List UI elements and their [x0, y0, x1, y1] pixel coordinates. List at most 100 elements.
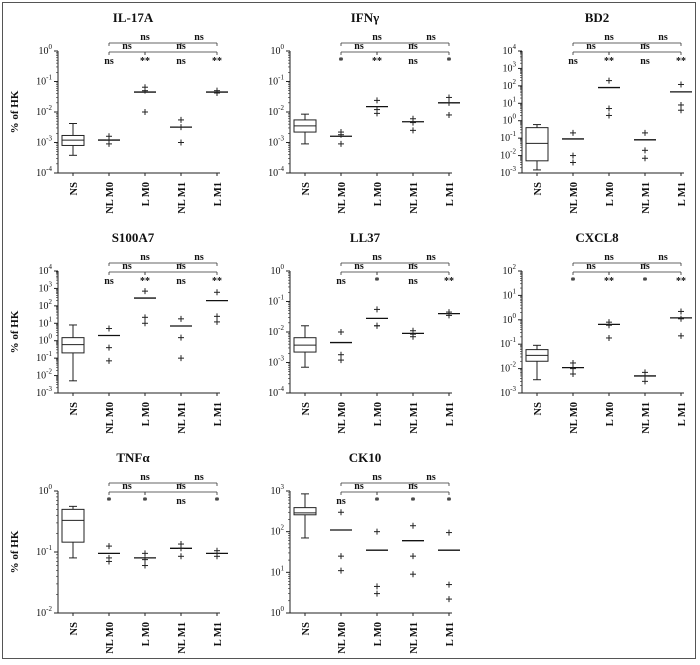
- data-point: [214, 553, 220, 560]
- data-point: [606, 322, 612, 329]
- data-point: [446, 99, 452, 106]
- y-tick-label: 100: [503, 312, 517, 326]
- sig-label-vs-ns: **: [372, 56, 382, 67]
- sig-label-vs-ns: ns: [176, 276, 186, 287]
- x-tick-label: NL M1: [409, 182, 420, 214]
- chart-bd2: BD2 10-3 10-2 10-1 100 101 102 103 104 NS NL M0 L M…: [464, 0, 696, 225]
- x-tick-label: L M0: [373, 182, 384, 206]
- y-tick-label: 102: [503, 78, 517, 92]
- data-point: [338, 357, 344, 364]
- x-tick-label: NS: [533, 402, 544, 416]
- sig-label-mid: ns: [408, 41, 418, 52]
- y-tick-label: 102: [503, 263, 517, 277]
- data-point: [142, 562, 148, 569]
- sig-label-vs-ns: ns: [336, 496, 346, 507]
- data-point: [642, 129, 648, 136]
- data-point: [678, 101, 684, 108]
- chart-title: CXCL8: [575, 230, 619, 245]
- y-tick-label: 10-2: [268, 324, 284, 338]
- chart-svg: CXCL8 10-3 10-2 10-1 100 101 102 NS NL M0 L M0 NL …: [500, 230, 692, 434]
- sig-label-vs-ns: *: [411, 496, 416, 507]
- sig-label-mid: ns: [122, 481, 132, 492]
- y-tick-label: 101: [503, 287, 517, 301]
- sig-label-vs-ns: *: [447, 496, 452, 507]
- data-point: [570, 159, 576, 166]
- sig-label-mid: ns: [122, 261, 132, 272]
- chart-ifng: IFNγ 10-4 10-3 10-2 10-1 100 NS NL M0 L M0 NL M1 L…: [232, 0, 464, 225]
- sig-label-vs-ns: ns: [176, 56, 186, 67]
- y-tick-label: 103: [39, 280, 53, 294]
- y-tick-label: 10-4: [268, 385, 284, 399]
- box-iqr: [61, 337, 85, 354]
- x-tick-label: NL M0: [569, 182, 580, 214]
- data-point: [338, 351, 344, 358]
- x-tick-label: L M0: [605, 402, 616, 426]
- sig-label-mid: ns: [176, 41, 186, 52]
- x-tick-label: NL M0: [569, 402, 580, 434]
- data-point: [178, 545, 184, 552]
- x-tick-label: L M0: [141, 402, 152, 426]
- y-axis-label: % of HK: [9, 90, 21, 133]
- sig-label-vs-ns: ns: [104, 56, 114, 67]
- data-point: [106, 344, 112, 351]
- y-tick-label: 10-2: [36, 104, 52, 118]
- sig-label-top: ns: [426, 472, 436, 483]
- y-axis-label: % of HK: [9, 530, 21, 573]
- chart-title: LL37: [350, 230, 381, 245]
- data-point: [178, 124, 184, 131]
- y-tick-label: 10-3: [500, 165, 516, 179]
- y-tick-label: 101: [271, 564, 285, 578]
- y-tick-label: 100: [271, 605, 285, 619]
- y-tick-label: 10-2: [36, 368, 52, 382]
- x-tick-label: NL M1: [641, 402, 652, 434]
- data-point: [214, 89, 220, 96]
- data-point: [606, 77, 612, 84]
- chart-cxcl8: CXCL8 10-3 10-2 10-1 100 101 102 NS NL M0 L M0 NL …: [464, 220, 696, 445]
- x-tick-label: NS: [69, 402, 80, 416]
- box-iqr: [525, 127, 549, 162]
- x-tick-label: NL M0: [337, 182, 348, 214]
- sig-label-top: ns: [658, 252, 668, 263]
- data-point: [570, 365, 576, 372]
- chart-title: S100A7: [112, 230, 155, 245]
- data-point: [606, 112, 612, 119]
- y-tick-label: 10-1: [36, 74, 52, 88]
- box-iqr: [61, 508, 85, 543]
- data-point: [142, 87, 148, 94]
- x-tick-label: L M1: [445, 182, 456, 206]
- x-tick-label: L M1: [677, 182, 688, 206]
- x-tick-label: NL M1: [641, 182, 652, 214]
- y-tick-label: 10-4: [36, 165, 52, 179]
- data-point: [374, 110, 380, 117]
- sig-label-vs-ns: **: [604, 56, 614, 67]
- data-point: [678, 107, 684, 114]
- sig-label-vs-ns: *: [375, 496, 380, 507]
- sig-label-vs-ns: ns: [640, 56, 650, 67]
- x-tick-label: NL M0: [105, 182, 116, 214]
- data-point: [678, 332, 684, 339]
- data-point: [642, 155, 648, 162]
- sig-label-top: ns: [194, 472, 204, 483]
- sig-label-mid: ns: [354, 261, 364, 272]
- sig-label-top: ns: [658, 32, 668, 43]
- x-tick-label: NS: [301, 182, 312, 196]
- y-tick-label: 10-1: [500, 336, 516, 350]
- figure-frame: [2, 2, 696, 659]
- data-point: [410, 333, 416, 340]
- sig-label-top: ns: [140, 32, 150, 43]
- chart-svg: S100A7 % of HK 10-3 10-2 10-1 100 101 102 103 104…: [9, 230, 228, 434]
- x-tick-label: NL M1: [409, 622, 420, 654]
- sig-label-vs-ns: *: [107, 496, 112, 507]
- y-tick-label: 103: [503, 60, 517, 74]
- data-point: [374, 528, 380, 535]
- sig-label-vs-ns: **: [140, 276, 150, 287]
- sig-label-top: ns: [140, 252, 150, 263]
- x-tick-label: NL M0: [105, 622, 116, 654]
- x-tick-label: L M1: [445, 622, 456, 646]
- sig-label-mid: ns: [354, 481, 364, 492]
- data-point: [374, 306, 380, 313]
- sig-label-mid: ns: [586, 261, 596, 272]
- data-point: [446, 94, 452, 101]
- chart-svg: TNFα % of HK 10-2 10-1 100 NS NL M0 L M0 NL M1 L …: [9, 450, 228, 654]
- y-tick-label: 103: [271, 483, 285, 497]
